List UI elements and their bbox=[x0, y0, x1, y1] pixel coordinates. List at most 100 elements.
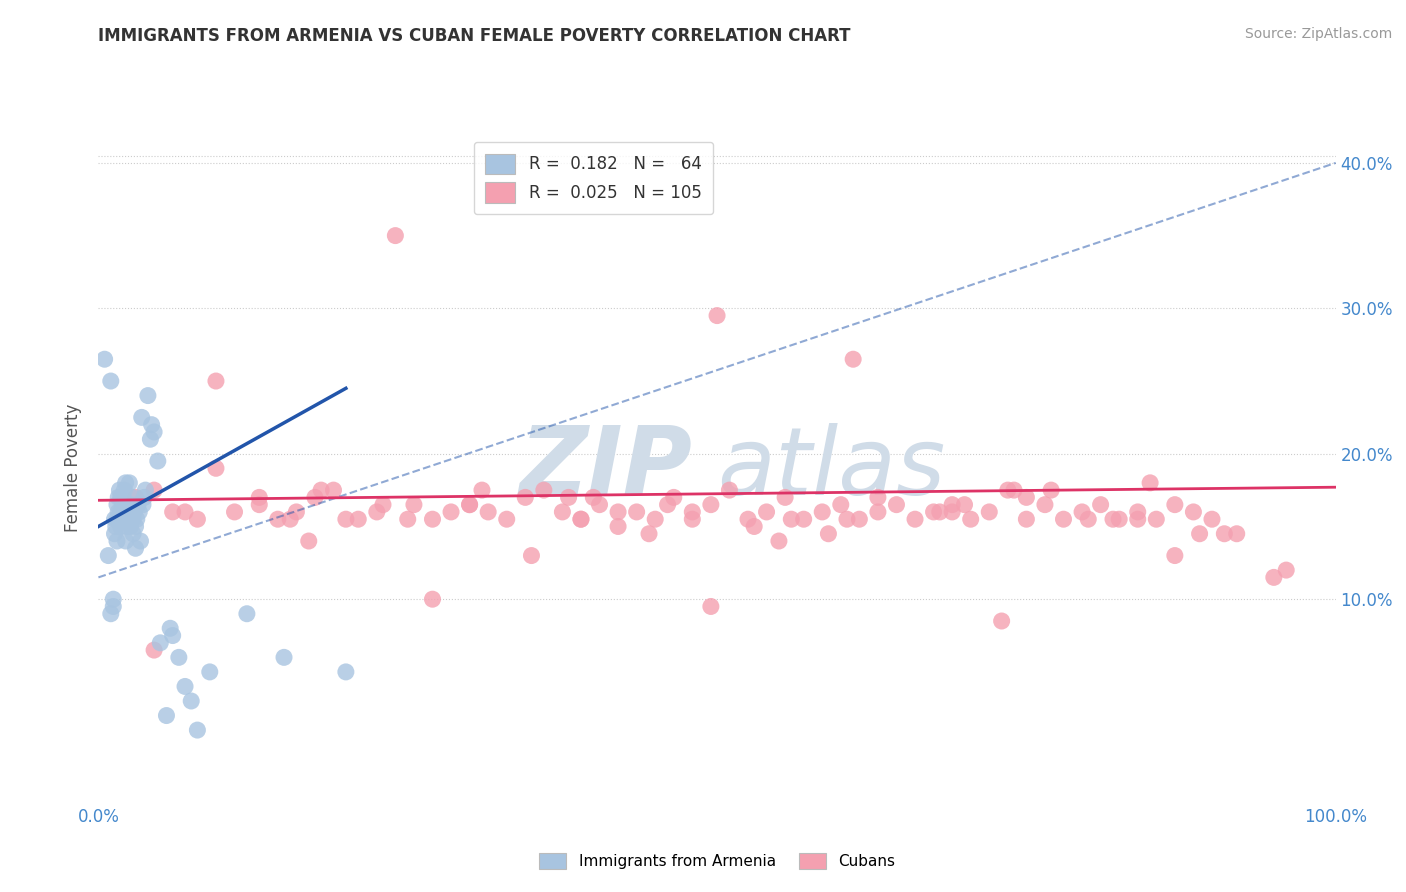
Point bbox=[103, 526, 125, 541]
Point bbox=[422, 592, 444, 607]
Point bbox=[842, 352, 865, 367]
Point bbox=[309, 483, 332, 497]
Point bbox=[298, 534, 321, 549]
Point bbox=[904, 512, 927, 526]
Point bbox=[780, 512, 803, 526]
Point bbox=[582, 491, 605, 505]
Point bbox=[162, 505, 184, 519]
Point bbox=[1126, 512, 1149, 526]
Point bbox=[817, 526, 839, 541]
Point bbox=[1040, 483, 1063, 497]
Point bbox=[127, 498, 149, 512]
Point bbox=[107, 505, 129, 519]
Point bbox=[115, 505, 138, 519]
Point bbox=[125, 512, 148, 526]
Point bbox=[162, 628, 184, 642]
Point bbox=[557, 491, 579, 505]
Point bbox=[322, 483, 344, 497]
Point bbox=[124, 541, 146, 556]
Point bbox=[366, 505, 388, 519]
Point bbox=[941, 498, 963, 512]
Point bbox=[236, 607, 259, 621]
Point bbox=[224, 505, 246, 519]
Point bbox=[830, 498, 852, 512]
Point bbox=[662, 491, 685, 505]
Point bbox=[755, 505, 778, 519]
Point bbox=[1090, 498, 1112, 512]
Point bbox=[1263, 570, 1285, 584]
Point bbox=[205, 461, 228, 475]
Point bbox=[105, 498, 128, 512]
Point bbox=[146, 454, 169, 468]
Point bbox=[97, 549, 120, 563]
Point bbox=[657, 498, 679, 512]
Point bbox=[143, 643, 166, 657]
Point bbox=[122, 526, 145, 541]
Point bbox=[111, 512, 134, 526]
Point bbox=[180, 694, 202, 708]
Point bbox=[1188, 526, 1211, 541]
Point bbox=[1108, 512, 1130, 526]
Point bbox=[607, 519, 630, 533]
Text: Source: ZipAtlas.com: Source: ZipAtlas.com bbox=[1244, 27, 1392, 41]
Point bbox=[143, 425, 166, 439]
Point bbox=[247, 498, 270, 512]
Point bbox=[128, 505, 150, 519]
Point bbox=[742, 519, 765, 533]
Point bbox=[458, 498, 481, 512]
Point bbox=[626, 505, 648, 519]
Point bbox=[706, 309, 728, 323]
Point bbox=[110, 491, 132, 505]
Point bbox=[103, 592, 125, 607]
Point bbox=[922, 505, 945, 519]
Point bbox=[121, 491, 143, 505]
Point bbox=[1033, 498, 1056, 512]
Point bbox=[93, 352, 115, 367]
Text: atlas: atlas bbox=[717, 423, 945, 514]
Point bbox=[477, 505, 499, 519]
Point bbox=[1015, 512, 1038, 526]
Point bbox=[335, 665, 357, 679]
Point bbox=[112, 512, 135, 526]
Point bbox=[718, 483, 741, 497]
Point bbox=[205, 374, 228, 388]
Point bbox=[347, 512, 370, 526]
Point bbox=[335, 512, 357, 526]
Point bbox=[100, 607, 122, 621]
Point bbox=[848, 512, 870, 526]
Point bbox=[118, 475, 141, 490]
Point bbox=[644, 512, 666, 526]
Point bbox=[1071, 505, 1094, 519]
Point bbox=[174, 505, 197, 519]
Point bbox=[141, 417, 163, 432]
Point bbox=[278, 512, 301, 526]
Point bbox=[941, 505, 963, 519]
Point bbox=[979, 505, 1001, 519]
Point bbox=[569, 512, 592, 526]
Point bbox=[928, 505, 950, 519]
Point bbox=[110, 505, 132, 519]
Point bbox=[569, 512, 592, 526]
Point bbox=[1164, 549, 1187, 563]
Point bbox=[1275, 563, 1298, 577]
Point bbox=[681, 512, 703, 526]
Point bbox=[866, 505, 889, 519]
Point bbox=[112, 505, 135, 519]
Point bbox=[103, 599, 125, 614]
Point bbox=[768, 534, 790, 549]
Point bbox=[247, 491, 270, 505]
Point bbox=[471, 483, 494, 497]
Point bbox=[120, 498, 142, 512]
Point bbox=[990, 614, 1012, 628]
Point bbox=[285, 505, 308, 519]
Point bbox=[186, 723, 208, 737]
Point bbox=[1182, 505, 1205, 519]
Point bbox=[607, 505, 630, 519]
Point bbox=[134, 491, 156, 505]
Point bbox=[384, 228, 406, 243]
Point bbox=[131, 410, 153, 425]
Point bbox=[551, 505, 574, 519]
Point bbox=[1015, 491, 1038, 505]
Point bbox=[186, 512, 208, 526]
Legend: Immigrants from Armenia, Cubans: Immigrants from Armenia, Cubans bbox=[533, 847, 901, 875]
